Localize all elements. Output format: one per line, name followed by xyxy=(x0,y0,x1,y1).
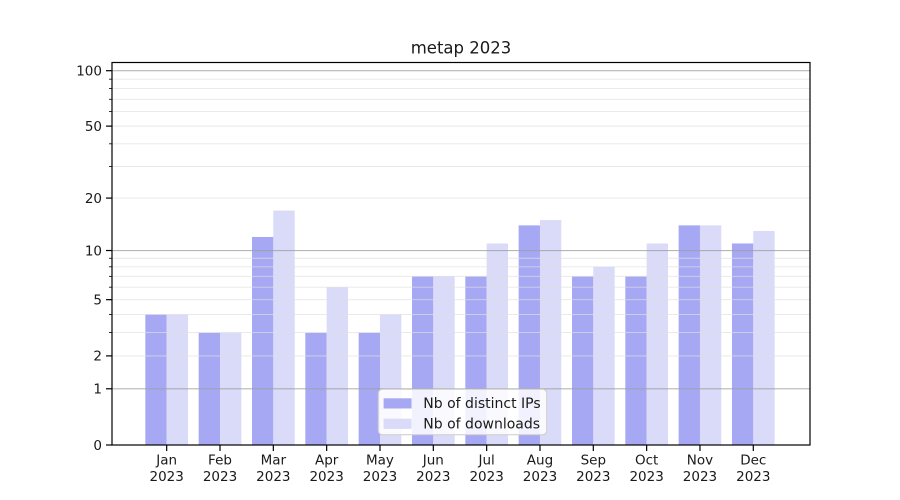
x-tick-label-year: 2023 xyxy=(416,469,450,485)
x-tick-label-year: 2023 xyxy=(683,469,717,485)
legend-swatch-downloads xyxy=(383,418,412,429)
x-tick-label-year: 2023 xyxy=(736,469,770,485)
x-tick-label-year: 2023 xyxy=(256,469,290,485)
bar-oct-distinct-ips xyxy=(625,276,647,445)
y-tick-label: 10 xyxy=(85,243,102,259)
x-tick-label-month: Dec xyxy=(740,453,766,469)
legend-swatch-distinct-ips xyxy=(383,398,412,409)
chart-title: metap 2023 xyxy=(411,39,512,58)
bar-nov-distinct-ips xyxy=(678,225,700,445)
y-tick-label: 5 xyxy=(93,292,102,308)
x-tick-label-month: Jan xyxy=(155,453,177,469)
legend-label-distinct-ips: Nb of distinct IPs xyxy=(423,396,540,412)
x-tick-label-year: 2023 xyxy=(203,469,237,485)
x-tick-label-month: Mar xyxy=(261,453,287,469)
y-tick-label: 20 xyxy=(85,191,102,207)
x-tick-label-month: Apr xyxy=(315,453,339,469)
bar-jan-downloads xyxy=(166,314,188,445)
bar-apr-downloads xyxy=(326,287,348,445)
x-tick-label-year: 2023 xyxy=(469,469,503,485)
x-tick-label-year: 2023 xyxy=(576,469,610,485)
bar-dec-downloads xyxy=(753,230,775,445)
x-tick-label-month: Oct xyxy=(635,453,658,469)
x-tick-label-month: May xyxy=(366,453,394,469)
x-tick-label-year: 2023 xyxy=(149,469,183,485)
bar-mar-downloads xyxy=(273,210,295,445)
x-tick-label-month: Feb xyxy=(208,453,232,469)
x-tick-label-year: 2023 xyxy=(363,469,397,485)
x-tick-label-month: Aug xyxy=(527,453,553,469)
y-tick-label: 100 xyxy=(76,64,102,80)
x-tick-label-year: 2023 xyxy=(629,469,663,485)
bar-oct-downloads xyxy=(646,243,668,445)
legend-label-downloads: Nb of downloads xyxy=(423,417,540,433)
bar-jan-distinct-ips xyxy=(145,314,167,445)
y-tick-label: 0 xyxy=(93,438,102,454)
legend-box xyxy=(377,388,548,436)
bar-dec-distinct-ips xyxy=(731,243,754,445)
x-tick-label-month: Jul xyxy=(478,453,495,469)
y-tick-label: 50 xyxy=(85,119,102,135)
x-tick-label-month: Nov xyxy=(687,453,713,469)
plot-frame xyxy=(111,61,811,446)
y-tick-label: 1 xyxy=(93,382,102,398)
x-tick-label-month: Jun xyxy=(422,453,444,469)
bar-mar-distinct-ips xyxy=(252,236,274,445)
x-tick-label-year: 2023 xyxy=(523,469,557,485)
x-tick-label-year: 2023 xyxy=(309,469,343,485)
y-tick-label: 2 xyxy=(93,349,102,365)
bar-sep-distinct-ips xyxy=(571,276,594,445)
x-tick-label-month: Sep xyxy=(581,453,606,469)
bar-nov-downloads xyxy=(699,225,722,445)
